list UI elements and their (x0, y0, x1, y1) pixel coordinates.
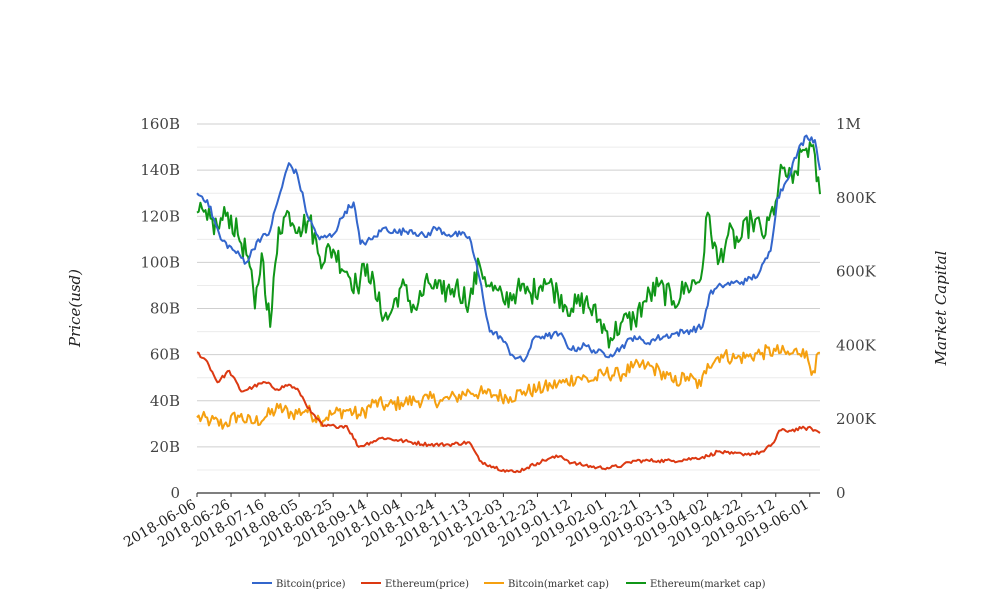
y-left-tick-label: 60B (150, 346, 180, 364)
y-right-tick-label: 600K (836, 263, 877, 281)
series-line-bitcoin-market-cap (196, 344, 821, 430)
y-right-tick-label: 400K (836, 336, 877, 354)
y-right-tick-label: 200K (836, 410, 877, 428)
legend-item: Bitcoin(market cap) (484, 579, 609, 590)
y-left-tick-label: 40B (150, 392, 180, 410)
y-right-tick-label: 1M (836, 115, 861, 133)
y-left-tick-label: 140B (140, 161, 180, 179)
legend-item: Bitcoin(price) (252, 579, 346, 590)
series-line-ethereum-price (196, 351, 821, 474)
plot-area (196, 134, 821, 474)
series-line-ethereum-market-cap (196, 141, 821, 349)
legend-item: Ethereum(price) (361, 579, 469, 590)
legend-label: Ethereum(market cap) (650, 579, 766, 590)
legend: Bitcoin(price) Ethereum(price) Bitcoin(mar… (252, 579, 766, 590)
y-left-tick-label: 0 (170, 484, 180, 502)
gridlines (197, 123, 820, 494)
y-axis-right: 0 200K 400K 600K 800K 1M (836, 115, 877, 502)
y-axis-right-title: Market Capital (932, 250, 950, 366)
y-left-tick-label: 100B (140, 253, 180, 271)
legend-item: Ethereum(market cap) (626, 579, 766, 590)
y-right-tick-label: 0 (836, 484, 846, 502)
x-axis: 2018-06-062018-06-262018-07-162018-08-05… (121, 493, 812, 551)
y-left-tick-label: 120B (140, 207, 180, 225)
legend-label: Bitcoin(market cap) (508, 579, 609, 590)
y-right-tick-label: 800K (836, 189, 877, 207)
y-left-tick-label: 160B (140, 115, 180, 133)
series-line-bitcoin-price (196, 134, 821, 363)
legend-label: Bitcoin(price) (276, 579, 346, 590)
y-left-tick-label: 20B (150, 438, 180, 456)
y-left-tick-label: 80B (150, 300, 180, 318)
y-axis-left: 0 20B 40B 60B 80B 100B 120B 140B 160B (140, 115, 180, 502)
y-axis-left-title: Price(usd) (66, 269, 84, 348)
legend-label: Ethereum(price) (385, 579, 469, 590)
